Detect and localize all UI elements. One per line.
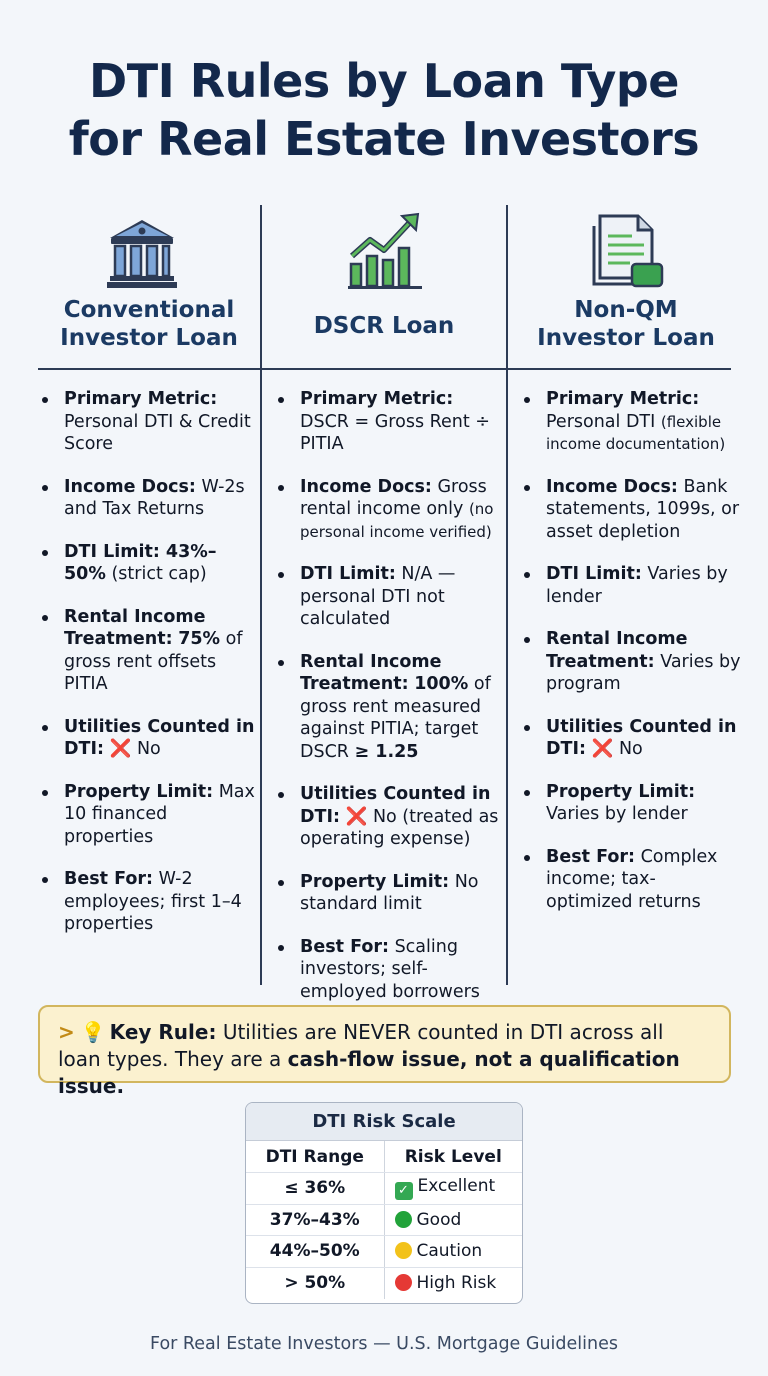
risk-scale-title: DTI Risk Scale	[246, 1103, 522, 1141]
list-item: Primary Metric: Personal DTI (flexible i…	[520, 388, 742, 456]
key-rule-label: Key Rule:	[109, 1020, 217, 1044]
yellow-circle-icon	[394, 1242, 412, 1260]
list-item: Utilities Counted in DTI: ❌ No	[38, 716, 258, 761]
dscr-rules-list: Primary Metric: DSCR = Gross Rent ÷ PITI…	[274, 388, 502, 1023]
x-mark-icon: ❌	[109, 739, 132, 759]
dti-range-cell: 44%–50%	[246, 1235, 385, 1268]
key-rule-callout: > 💡 Key Rule: Utilities are NEVER counted …	[38, 1005, 731, 1098]
list-item: Income Docs: Gross rental income only (n…	[274, 476, 502, 544]
x-mark-icon: ❌	[591, 739, 614, 759]
column-divider	[506, 205, 508, 985]
non-qm-rules-list: Primary Metric: Personal DTI (flexible i…	[520, 388, 742, 933]
list-item: Income Docs: Bank statements, 1099s, or …	[520, 476, 742, 544]
key-rule-emphasis: cash-flow issue, not a qualification iss…	[58, 1047, 680, 1098]
key-rule-text: Utilities are NEVER counted in DTI acros…	[58, 1020, 664, 1071]
x-mark-icon: ❌	[345, 806, 368, 827]
title-line-1: DTI Rules by Loan Type	[89, 54, 679, 108]
chevron-right-icon: >	[58, 1020, 75, 1044]
list-item: Income Docs: W-2s and Tax Returns	[38, 476, 258, 521]
header-divider	[262, 368, 506, 370]
table-row: ≤ 36% ✓ Excellent	[246, 1172, 522, 1205]
header-divider	[38, 368, 260, 370]
red-circle-icon	[394, 1274, 412, 1291]
conventional-rules-list: Primary Metric: Personal DTI & Credit Sc…	[38, 388, 258, 956]
column-header-conventional: Conventional Investor Loan	[38, 296, 260, 352]
list-item: Rental Income Treatment: 100% of gross r…	[274, 651, 502, 764]
table-header-row: DTI Range Risk Level	[246, 1141, 522, 1173]
green-circle-icon	[394, 1210, 412, 1228]
list-item: DTI Limit: N/A — personal DTI not calcul…	[274, 563, 502, 631]
header-divider	[508, 368, 731, 370]
list-item: Utilities Counted in DTI: ❌ No	[520, 716, 742, 761]
table-row: 37%–43% Good	[246, 1204, 522, 1236]
risk-level-cell: Good	[384, 1204, 522, 1236]
list-item: Property Limit: No standard limit	[274, 871, 502, 916]
bank-building-icon	[107, 220, 177, 288]
title-line-2: for Real Estate Investors	[68, 112, 700, 166]
table-row: 44%–50% Caution	[246, 1235, 522, 1268]
dti-range-cell: ≤ 36%	[246, 1172, 385, 1205]
list-item: Rental Income Treatment: 75% of gross re…	[38, 606, 258, 696]
header-line: Conventional	[63, 297, 235, 323]
risk-level-cell: High Risk	[384, 1267, 522, 1299]
table-row: > 50% High Risk	[246, 1267, 522, 1299]
lightbulb-icon: 💡	[80, 1020, 106, 1044]
dti-range-cell: > 50%	[246, 1267, 385, 1299]
risk-level-cell: ✓ Excellent	[384, 1172, 522, 1205]
dti-risk-scale-table: DTI Risk Scale DTI Range Risk Level ≤ 36…	[245, 1102, 523, 1304]
list-item: Rental Income Treatment: Varies by progr…	[520, 628, 742, 696]
column-header-non-qm: Non-QM Investor Loan	[508, 296, 744, 352]
header-line: Non-QM	[574, 297, 678, 323]
footer-text: For Real Estate Investors — U.S. Mortgag…	[150, 1334, 618, 1354]
dti-range-cell: 37%–43%	[246, 1204, 385, 1236]
column-header: DTI Range	[246, 1141, 385, 1173]
checkmark-icon: ✓	[394, 1182, 413, 1201]
column-header-dscr: DSCR Loan	[262, 312, 506, 340]
header-line: Investor Loan	[537, 325, 715, 351]
list-item: Primary Metric: Personal DTI & Credit Sc…	[38, 388, 258, 456]
risk-level-cell: Caution	[384, 1235, 522, 1268]
list-item: Primary Metric: DSCR = Gross Rent ÷ PITI…	[274, 388, 502, 456]
growth-chart-icon	[348, 212, 422, 289]
list-item: Best For: Complex income; tax-optimized …	[520, 846, 742, 914]
list-item: DTI Limit: Varies by lender	[520, 563, 742, 608]
column-divider	[260, 205, 262, 985]
list-item: Property Limit: Max 10 financed properti…	[38, 781, 258, 849]
page-title: DTI Rules by Loan Type for Real Estate I…	[0, 52, 768, 168]
list-item: Best For: W-2 employees; first 1–4 prope…	[38, 868, 258, 936]
header-line: Investor Loan	[60, 325, 238, 351]
list-item: Utilities Counted in DTI: ❌ No (treated …	[274, 783, 502, 851]
list-item: DTI Limit: 43%–50% (strict cap)	[38, 541, 258, 586]
header-line: DSCR Loan	[313, 313, 455, 339]
document-icon	[592, 214, 664, 288]
list-item: Property Limit: Varies by lender	[520, 781, 742, 826]
list-item: Best For: Scaling investors; self-employ…	[274, 936, 502, 1004]
column-header: Risk Level	[384, 1141, 522, 1173]
